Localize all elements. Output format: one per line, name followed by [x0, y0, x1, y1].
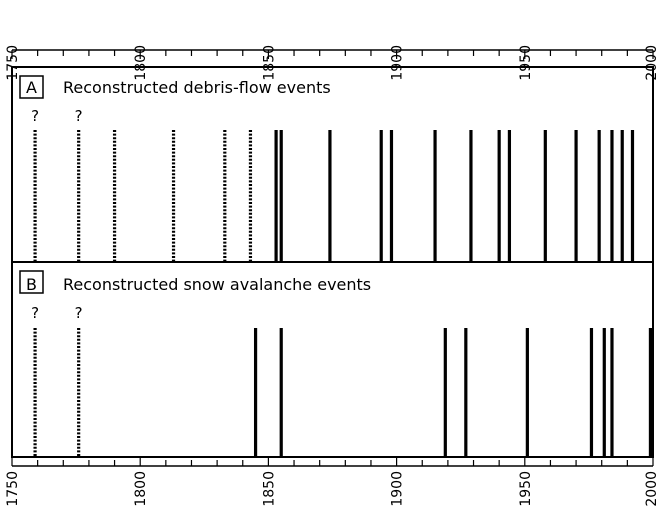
panel-b-events: ??: [31, 304, 653, 456]
uncertainty-mark: ?: [31, 304, 39, 322]
panel-b-frame: [11, 261, 654, 458]
bottom-tick-label: 2000: [644, 471, 659, 507]
top-tick-label: 2000: [644, 45, 659, 81]
bottom-tick-label: 1800: [133, 471, 149, 507]
bottom-tick-label: 1750: [5, 471, 21, 507]
top-tick-label: 1750: [5, 45, 21, 81]
bottom-tick-label: 1850: [261, 471, 277, 507]
uncertainty-mark: ?: [75, 304, 83, 322]
top-tick-label: 1850: [261, 45, 277, 81]
top-tick-label: 1950: [518, 45, 534, 81]
uncertainty-mark: ?: [75, 107, 83, 125]
panel-b-title: Reconstructed snow avalanche events: [63, 275, 371, 294]
panel-a-letter: A: [26, 78, 37, 97]
panel-b-letter-box: [19, 270, 44, 294]
panel-a-title: Reconstructed debris-flow events: [63, 78, 331, 97]
top-tick-label: 1900: [390, 45, 406, 81]
panel-a-debris-flow: A Reconstructed debris-flow events ??: [11, 66, 654, 263]
bottom-tick-label: 1900: [390, 471, 406, 507]
panel-b-snow-avalanche: B Reconstructed snow avalanche events ??: [11, 261, 654, 458]
panel-b-letter: B: [26, 275, 37, 294]
top-axis: 1750 1800 1850 1900 1950 2000: [5, 45, 659, 81]
uncertainty-mark: ?: [31, 107, 39, 125]
bottom-tick-label: 1950: [518, 471, 534, 507]
bottom-axis: 1750 1800 1850 1900 1950 2000: [5, 457, 659, 507]
panel-a-letter-box: [19, 75, 44, 99]
panel-a-events: ??: [31, 107, 635, 261]
top-tick-label: 1800: [133, 45, 149, 81]
